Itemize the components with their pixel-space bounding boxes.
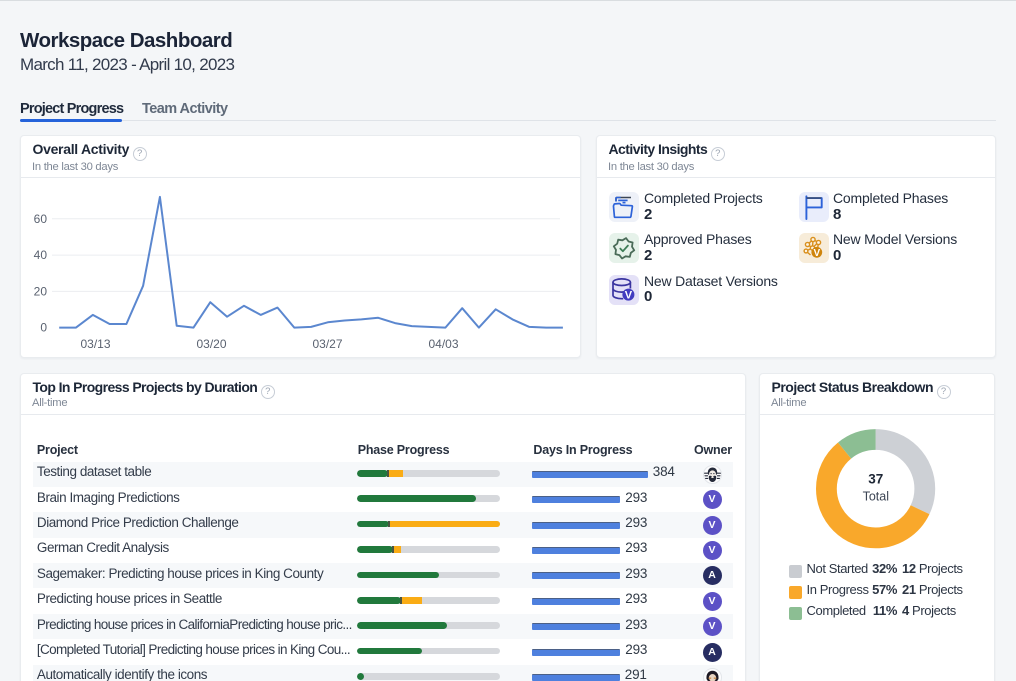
svg-text:03/13: 03/13: [80, 337, 110, 351]
svg-text:03/20: 03/20: [196, 337, 226, 351]
svg-text:V: V: [625, 290, 633, 302]
svg-text:40: 40: [34, 248, 48, 262]
svg-text:60: 60: [34, 212, 48, 226]
svg-text:0: 0: [40, 321, 47, 335]
svg-text:V: V: [813, 248, 820, 259]
svg-text:20: 20: [34, 284, 48, 298]
svg-text:37: 37: [868, 472, 883, 487]
svg-text:03/27: 03/27: [312, 337, 342, 351]
svg-text:04/03: 04/03: [428, 337, 458, 351]
svg-text:Total: Total: [863, 489, 889, 503]
